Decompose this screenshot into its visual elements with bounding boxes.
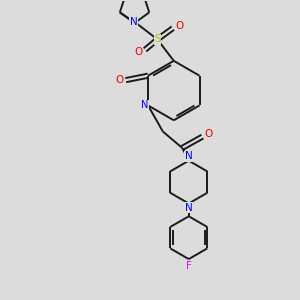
Text: N: N xyxy=(141,100,148,110)
Text: S: S xyxy=(154,34,161,44)
Text: N: N xyxy=(185,151,193,161)
Text: O: O xyxy=(115,75,123,85)
Text: O: O xyxy=(175,21,184,31)
Text: O: O xyxy=(134,47,142,57)
Text: F: F xyxy=(186,261,192,271)
Text: O: O xyxy=(205,129,213,139)
Text: N: N xyxy=(130,17,137,27)
Text: N: N xyxy=(185,203,193,213)
